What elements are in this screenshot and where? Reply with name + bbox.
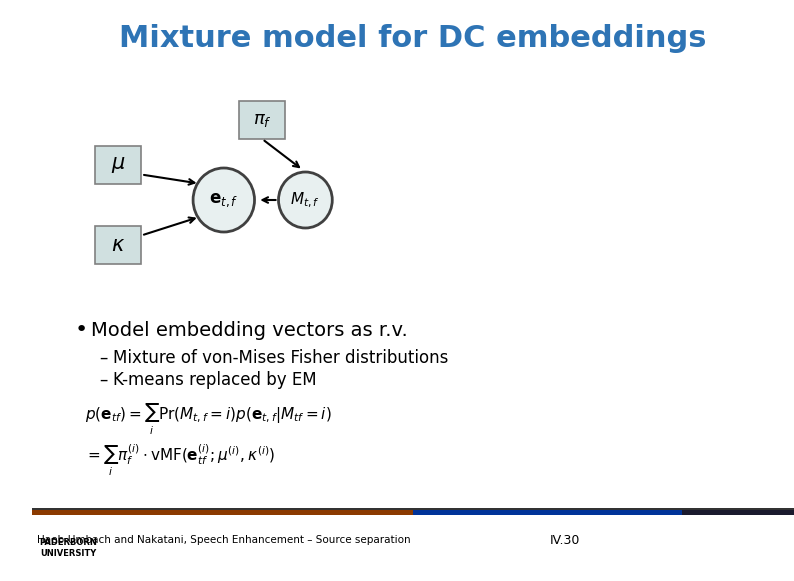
FancyBboxPatch shape — [95, 146, 141, 184]
Circle shape — [193, 168, 255, 232]
Bar — [32, 510, 413, 515]
Text: $\mu$: $\mu$ — [111, 155, 125, 175]
Text: K-means replaced by EM: K-means replaced by EM — [114, 371, 317, 389]
Text: $\pi_f$: $\pi_f$ — [252, 111, 272, 129]
Bar — [413, 510, 682, 515]
Text: $= \sum_{i} \pi_f^{(i)} \cdot \mathrm{vMF}(\mathbf{e}_{tf}^{(i)}; \mu^{(i)}, \ka: $= \sum_{i} \pi_f^{(i)} \cdot \mathrm{vM… — [85, 442, 275, 478]
Bar — [32, 508, 794, 510]
Text: IV.30: IV.30 — [549, 533, 580, 547]
Text: PADERBORN
UNIVERSITY: PADERBORN UNIVERSITY — [40, 539, 97, 558]
Text: $p(\mathbf{e}_{tf}) = \sum_{i} \Pr(M_{t,f}=i)p(\mathbf{e}_{t,f}|M_{tf}=i)$: $p(\mathbf{e}_{tf}) = \sum_{i} \Pr(M_{t,… — [85, 403, 331, 437]
Text: •: • — [75, 320, 88, 340]
FancyBboxPatch shape — [95, 226, 141, 264]
Text: $\mathbf{e}_{t,f}$: $\mathbf{e}_{t,f}$ — [209, 191, 238, 209]
Text: $M_{t,f}$: $M_{t,f}$ — [291, 191, 320, 210]
Text: Mixture model for DC embeddings: Mixture model for DC embeddings — [119, 23, 707, 52]
Text: Model embedding vectors as r.v.: Model embedding vectors as r.v. — [91, 321, 408, 339]
Text: –: – — [99, 371, 107, 389]
Bar — [682, 510, 794, 515]
Text: Mixture of von-Mises Fisher distributions: Mixture of von-Mises Fisher distribution… — [114, 349, 449, 367]
Text: Haeb-Umbach and Nakatani, Speech Enhancement – Source separation: Haeb-Umbach and Nakatani, Speech Enhance… — [37, 535, 410, 545]
Text: –: – — [99, 349, 107, 367]
Circle shape — [279, 172, 332, 228]
FancyBboxPatch shape — [239, 101, 285, 139]
Text: $\kappa$: $\kappa$ — [111, 235, 125, 254]
